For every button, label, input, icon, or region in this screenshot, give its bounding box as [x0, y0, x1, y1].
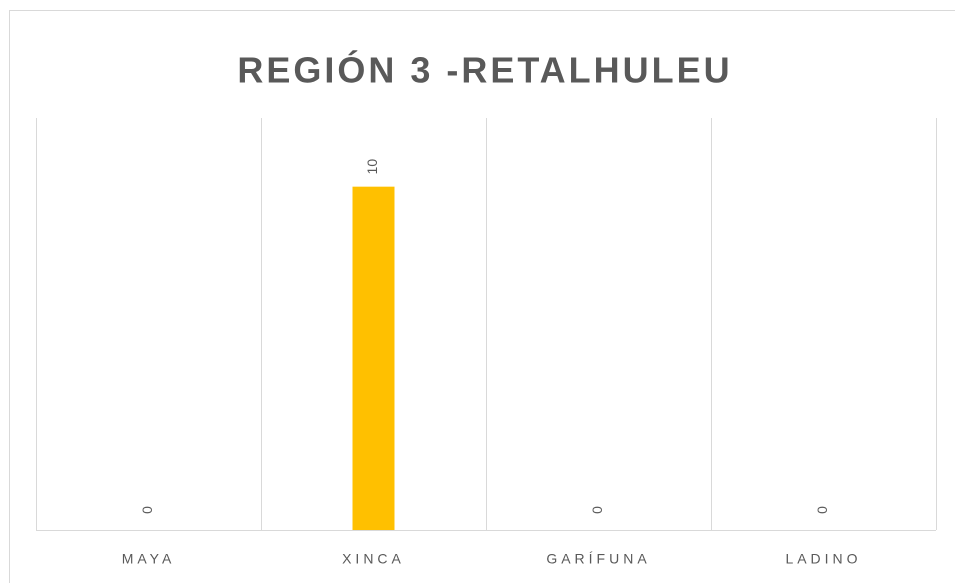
chart-border: [9, 10, 955, 583]
x-tick-label: XINCA: [342, 551, 405, 567]
chart-title: REGIÓN 3 -RETALHULEU: [237, 49, 732, 91]
data-label: 0: [589, 506, 605, 514]
data-label: 10: [364, 159, 380, 175]
data-label: 0: [139, 506, 155, 514]
bar: [352, 186, 395, 530]
data-label: 0: [814, 506, 830, 514]
x-tick-label: LADINO: [785, 551, 861, 567]
x-tick-label: MAYA: [122, 551, 176, 567]
x-tick-label: GARÍFUNA: [546, 551, 650, 567]
